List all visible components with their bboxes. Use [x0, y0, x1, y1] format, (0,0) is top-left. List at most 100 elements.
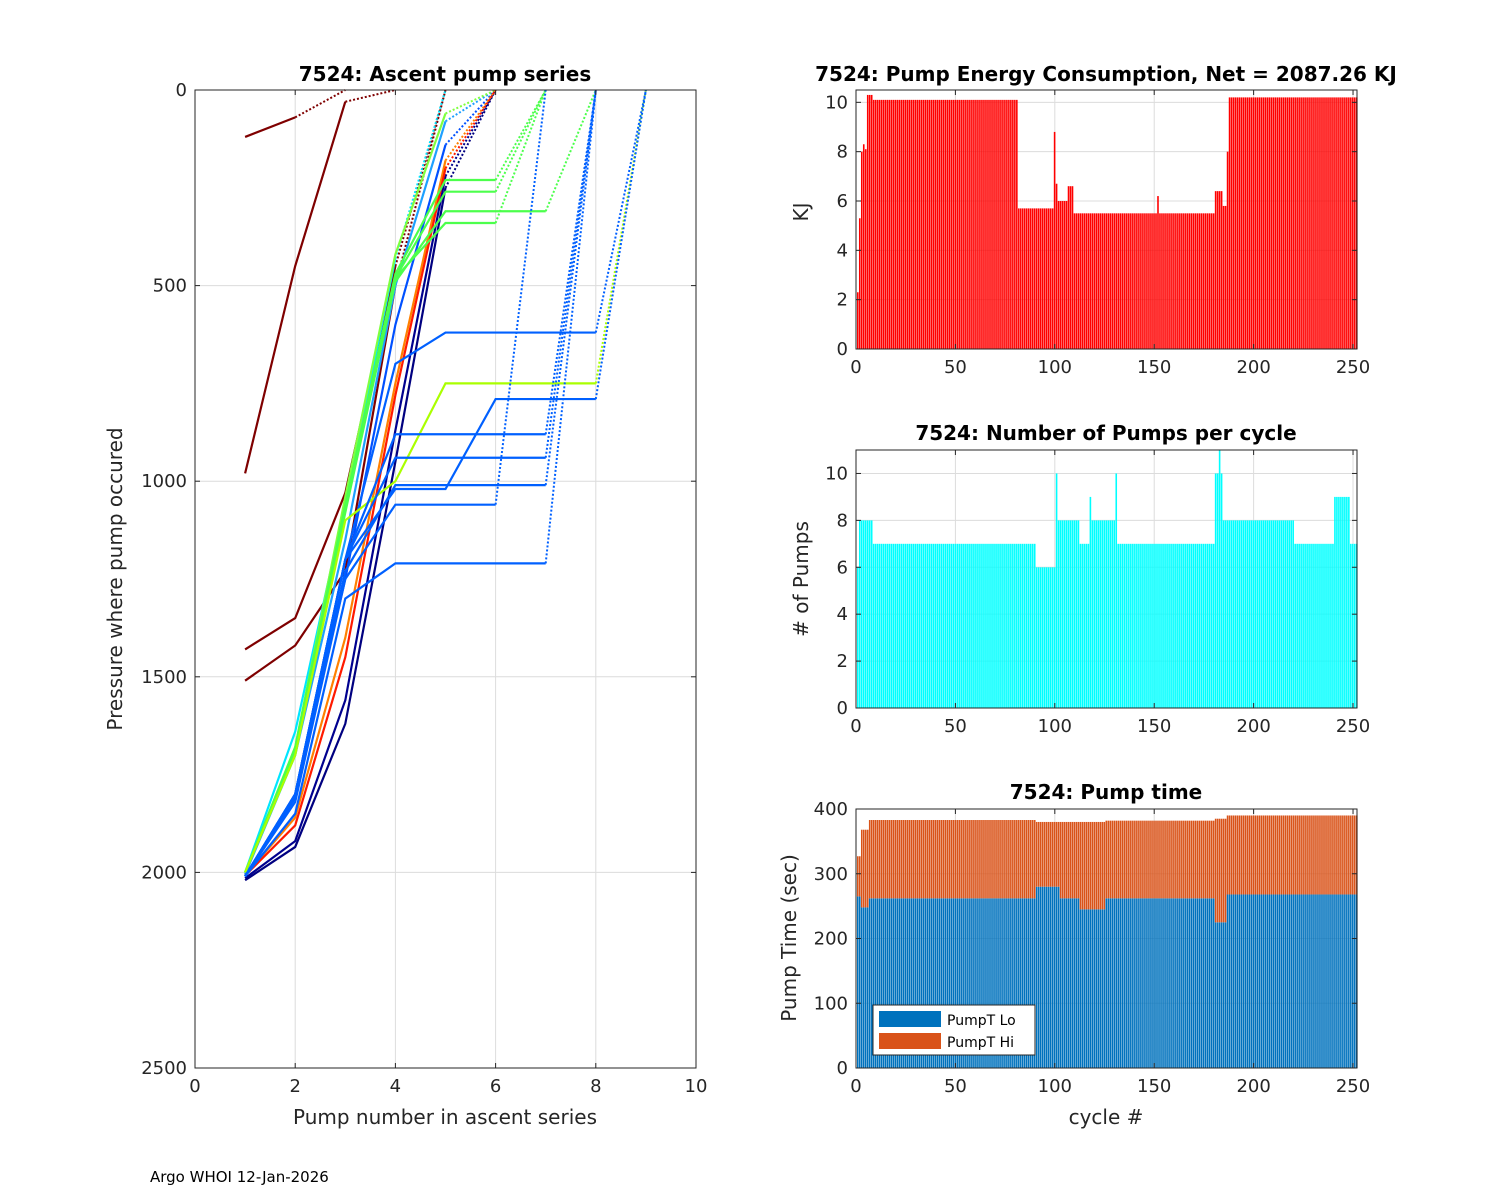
- pumpt-hi-bar: [926, 820, 929, 899]
- npumps-bar: [1135, 543, 1137, 708]
- energy-bar: [858, 218, 861, 349]
- pumpt-hi-bar: [1143, 820, 1145, 899]
- pumpt-lo-bar: [1342, 894, 1344, 1068]
- energy-bar: [1115, 213, 1118, 349]
- energy-bar: [1302, 97, 1304, 350]
- pumpt-hi-bar: [1129, 820, 1131, 899]
- pumpt-hi-bar: [1083, 821, 1086, 910]
- pumpt-lo-bar: [980, 898, 982, 1068]
- npumps-bar: [1210, 543, 1213, 708]
- npumps-bar: [914, 543, 917, 708]
- y-tick-label: 4: [837, 604, 848, 625]
- energy-bar: [1133, 213, 1135, 349]
- energy-bar: [972, 99, 974, 349]
- energy-bar: [894, 99, 897, 349]
- pumpt-lo-bar: [1083, 909, 1086, 1068]
- pumpt-hi-bar: [1314, 815, 1316, 895]
- npumps-bar: [966, 543, 968, 708]
- ascent-series-surface-segment: [494, 89, 547, 505]
- npumps-bar: [1161, 543, 1163, 708]
- npumps-bar: [1187, 543, 1189, 708]
- npumps-bar: [902, 543, 905, 708]
- energy-bar: [1063, 201, 1066, 349]
- pumpt-hi-bar: [1115, 820, 1118, 899]
- npumps-bar: [960, 543, 962, 708]
- ascent-series-surface-segment: [444, 89, 497, 189]
- energy-bar: [888, 99, 891, 349]
- npumps-bar: [968, 543, 970, 708]
- pumpt-lo-bar: [1167, 898, 1169, 1068]
- energy-bar: [1055, 183, 1058, 349]
- energy-bar: [1087, 213, 1090, 349]
- npumps-bar: [880, 543, 883, 708]
- pumpt-hi-bar: [1008, 820, 1010, 899]
- pumpt-lo-bar: [1002, 898, 1004, 1068]
- pumpt-lo-bar: [902, 898, 905, 1068]
- npumps-bar: [1216, 473, 1219, 708]
- pumpt-lo-bar: [908, 898, 911, 1068]
- ascent-title: 7524: Ascent pump series: [299, 62, 592, 86]
- pumpt-hi-bar: [958, 820, 960, 899]
- npumps-bar: [1282, 520, 1285, 708]
- pumpt-lo-bar: [1354, 894, 1356, 1068]
- pumpt-lo-bar: [1020, 898, 1022, 1068]
- npumps-bar: [1081, 543, 1084, 708]
- pumpt-lo-bar: [1177, 898, 1179, 1068]
- pumpt-lo-bar: [1240, 894, 1243, 1068]
- pumpt-hi-bar: [1016, 820, 1018, 899]
- npumps-bar: [1016, 543, 1018, 708]
- pumpt-hi-bar: [1204, 820, 1207, 899]
- npumps-bar: [1027, 543, 1030, 708]
- pumpt-lo-bar: [1049, 886, 1052, 1068]
- pumpt-lo-bar: [1250, 894, 1253, 1068]
- npumps-bar: [1338, 496, 1340, 708]
- npumps-bar: [1043, 567, 1046, 708]
- pumpt-hi-bar: [948, 820, 951, 899]
- pumpt-lo-bar: [1073, 898, 1076, 1068]
- pumpt-hi-bar: [1081, 821, 1084, 910]
- npumps-bar: [1085, 543, 1088, 708]
- energy-bar: [1037, 208, 1040, 349]
- npumps-bar: [980, 543, 982, 708]
- energy-bar: [1103, 213, 1106, 349]
- npumps-bar: [1061, 520, 1064, 708]
- energy-bar: [908, 99, 911, 349]
- pumpt-lo-bar: [1101, 909, 1104, 1068]
- pumpt-lo-bar: [1318, 894, 1320, 1068]
- npumps-bar: [930, 543, 933, 708]
- energy-bar: [1230, 97, 1233, 350]
- npumps-bar: [1306, 543, 1308, 708]
- energy-bar: [1278, 97, 1281, 350]
- energy-bar: [1190, 213, 1193, 349]
- npumps-bar: [1288, 520, 1291, 708]
- npumps-bar: [1286, 520, 1289, 708]
- pumpt-lo-bar: [1346, 894, 1348, 1068]
- y-tick-label: 0: [176, 80, 187, 101]
- pumpt-lo-bar: [1308, 894, 1310, 1068]
- pumpt-hi-bar: [910, 820, 913, 899]
- pumpt-lo-bar: [1043, 886, 1046, 1068]
- npumps-bar: [1250, 520, 1253, 708]
- pumpt-lo-bar: [1018, 898, 1020, 1068]
- npumps-bar: [948, 543, 951, 708]
- pumpt-lo-bar: [1103, 909, 1106, 1068]
- pumpt-hi-bar: [1173, 820, 1175, 899]
- ascent-series-line: [244, 265, 397, 651]
- npumps-bar: [1163, 543, 1165, 708]
- energy-bar: [1079, 213, 1082, 349]
- pumpt-lo-bar: [1298, 894, 1300, 1068]
- pumpt-hi-bar: [1022, 820, 1024, 899]
- energy-bar: [988, 99, 990, 349]
- pumpt-lo-bar: [1258, 894, 1261, 1068]
- pumpt-hi-bar: [1004, 820, 1006, 899]
- energy-bar: [892, 99, 895, 349]
- npumps-bar: [986, 543, 988, 708]
- pumpt-lo-bar: [1210, 898, 1213, 1068]
- energy-bar: [1264, 97, 1267, 350]
- npumps-bar: [1348, 496, 1350, 708]
- energy-bar: [1183, 213, 1185, 349]
- pumpt-lo-bar: [996, 898, 998, 1068]
- pumpt-lo-bar: [1023, 898, 1026, 1068]
- x-tick-label: 100: [1038, 1076, 1072, 1097]
- npumps-bar: [1218, 450, 1221, 708]
